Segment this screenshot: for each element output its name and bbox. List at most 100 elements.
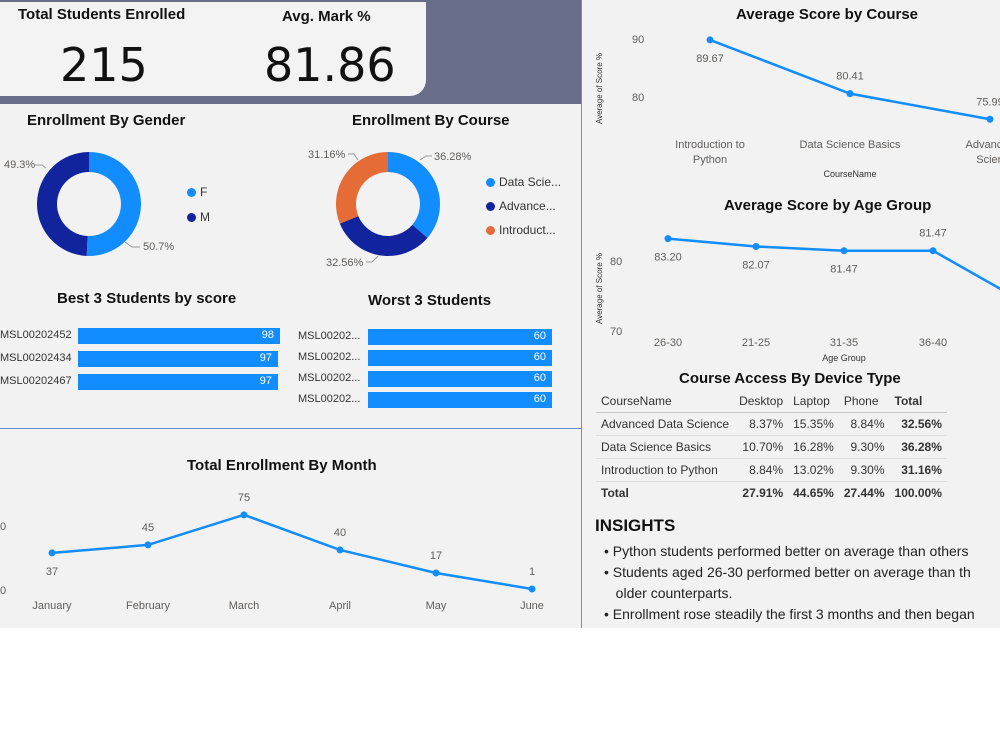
course-score-chart[interactable]: Average of Score % 90 80 CourseName 89.6…	[584, 24, 1000, 184]
gender-legend-m[interactable]: M	[187, 210, 210, 224]
device-matrix-table[interactable]: CourseName Desktop Laptop Phone Total Ad…	[596, 390, 947, 504]
table-cell: 9.30%	[838, 435, 890, 459]
gender-slice-1[interactable]	[36, 152, 89, 256]
best-score-bar[interactable]: 97	[78, 374, 278, 390]
course-score-title: Average Score by Course	[736, 6, 919, 23]
y-tick: 80	[610, 256, 622, 268]
bar-value-label: 60	[533, 372, 546, 384]
worst-score-bar[interactable]: 60	[368, 350, 552, 366]
gender-leader-m	[34, 164, 47, 169]
table-cell: 27.44%	[838, 481, 890, 504]
course-score-data-label: 80.41	[836, 71, 864, 83]
legend-dot-icon	[486, 202, 495, 212]
monthly-data-label: 40	[334, 527, 346, 539]
age-score-series-line[interactable]	[667, 237, 933, 252]
age-score-chart[interactable]: Average of Score % 80 70 Age Group 83.20…	[584, 216, 1000, 368]
table-cell: 8.37%	[734, 412, 789, 436]
table-cell: 100.00%	[889, 481, 947, 504]
x-tick-label: Scien	[976, 154, 1000, 166]
best-student-id: MSL00202467	[0, 375, 72, 387]
course-leader-intro	[348, 153, 359, 161]
course-score-data-label: 75.99	[976, 96, 1000, 108]
x-tick-label: 36-40	[919, 337, 947, 349]
total-students-label: Total Students Enrolled	[18, 6, 186, 23]
insights-title: INSIGHTS	[595, 516, 676, 535]
x-tick-label: 21-25	[742, 337, 770, 349]
table-cell: 44.65%	[788, 481, 839, 504]
monthly-point[interactable]	[528, 585, 536, 593]
table-cell: Introduction to Python	[596, 458, 735, 482]
worst-score-bar[interactable]: 60	[368, 329, 552, 345]
worst-student-id: MSL00202...	[298, 372, 361, 384]
table-header-row: CourseName Desktop Laptop Phone Total	[596, 390, 947, 413]
legend-dot-icon	[486, 178, 495, 188]
column-header[interactable]: Phone	[838, 390, 890, 413]
monthly-point[interactable]	[432, 569, 440, 577]
course-slice-2[interactable]	[336, 152, 388, 224]
y-axis-title: Average of Score %	[595, 253, 604, 324]
best-score-bar[interactable]: 98	[78, 328, 280, 344]
course-score-point[interactable]	[706, 36, 714, 44]
gender-legend-f[interactable]: F	[187, 185, 207, 199]
table-row[interactable]: Introduction to Python 8.84% 13.02% 9.30…	[596, 458, 947, 482]
y-axis-title: Average of Score %	[595, 53, 604, 124]
age-score-point[interactable]	[840, 247, 848, 255]
insight-line: • Enrollment rose steadily the first 3 m…	[604, 606, 975, 622]
age-score-title: Average Score by Age Group	[724, 197, 932, 214]
monthly-point[interactable]	[336, 546, 344, 554]
gender-slice-0[interactable]	[86, 152, 141, 256]
course-label-ds: 36.28%	[434, 151, 472, 163]
course-legend-ds[interactable]: Data Scie...	[486, 175, 561, 189]
best-score-bar[interactable]: 97	[78, 351, 278, 367]
table-total-row[interactable]: Total 27.91% 44.65% 27.44% 100.00%	[596, 481, 947, 504]
gender-donut-chart[interactable]: 49.3% 50.7%	[0, 130, 260, 270]
course-legend-intro[interactable]: Introduct...	[486, 223, 556, 237]
table-cell: 36.28%	[889, 435, 947, 459]
monthly-data-label: 17	[430, 550, 442, 562]
age-score-data-label: 81.47	[830, 264, 858, 276]
table-cell: Advanced Data Science	[596, 412, 735, 436]
table-cell: 13.02%	[788, 458, 839, 482]
table-cell: 32.56%	[889, 412, 947, 436]
course-leader-ds	[419, 155, 432, 161]
monthly-point[interactable]	[144, 541, 152, 549]
course-legend-adv[interactable]: Advance...	[486, 199, 556, 213]
monthly-point[interactable]	[240, 511, 248, 519]
legend-dot-icon	[486, 226, 495, 236]
kpi-card: Total Students Enrolled 215 Avg. Mark % …	[0, 2, 426, 96]
legend-label: Introduct...	[499, 223, 556, 237]
age-score-point[interactable]	[664, 235, 672, 243]
course-score-point[interactable]	[846, 90, 854, 98]
table-cell: 16.28%	[788, 435, 839, 459]
table-row[interactable]: Advanced Data Science 8.37% 15.35% 8.84%…	[596, 412, 947, 436]
course-score-point[interactable]	[986, 115, 994, 123]
x-tick-label: January	[32, 600, 72, 612]
best-student-id: MSL00202434	[0, 352, 72, 364]
course-donut-chart[interactable]: 31.16% 36.28% 32.56%	[300, 130, 490, 270]
column-header[interactable]: CourseName	[596, 390, 735, 413]
age-score-point[interactable]	[752, 243, 760, 251]
monthly-line-chart[interactable]: 0 0 37 45 75 40 17 1 January February March April…	[0, 478, 580, 618]
monthly-data-label: 37	[46, 566, 58, 578]
column-header[interactable]: Desktop	[734, 390, 789, 413]
course-donut-title: Enrollment By Course	[352, 112, 510, 129]
x-tick-label: 26-30	[654, 337, 682, 349]
monthly-series-line[interactable]	[51, 513, 533, 591]
y-tick: 0	[0, 585, 6, 597]
total-students-value: 215	[60, 38, 148, 92]
table-row[interactable]: Data Science Basics 10.70% 16.28% 9.30% …	[596, 435, 947, 459]
worst-students-title: Worst 3 Students	[368, 292, 492, 309]
worst-score-bar[interactable]: 60	[368, 371, 552, 387]
course-slice-1[interactable]	[339, 216, 428, 256]
age-score-data-label: 81.47	[919, 228, 947, 240]
avg-mark-label: Avg. Mark %	[282, 8, 371, 25]
column-header[interactable]: Total	[889, 390, 947, 413]
column-header[interactable]: Laptop	[788, 390, 839, 413]
gender-label-f: 50.7%	[143, 241, 174, 253]
course-slice-0[interactable]	[388, 152, 440, 238]
monthly-data-label: 45	[142, 522, 154, 534]
gender-chart-title: Enrollment By Gender	[27, 112, 186, 129]
bar-value-label: 60	[533, 351, 546, 363]
worst-score-bar[interactable]: 60	[368, 392, 552, 408]
monthly-point[interactable]	[48, 549, 56, 557]
